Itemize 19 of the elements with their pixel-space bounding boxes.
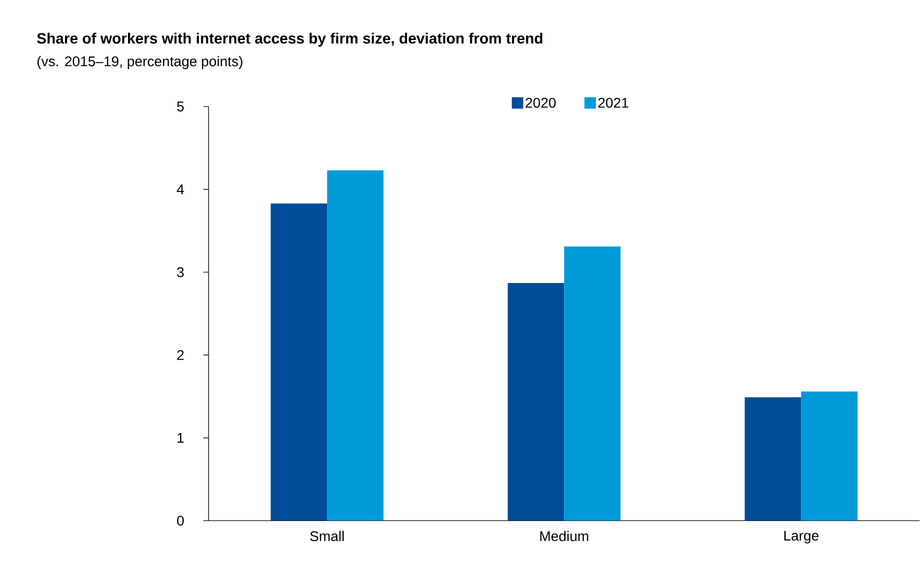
bar — [744, 397, 802, 521]
x-tick-label: Medium — [540, 530, 588, 542]
chart-subtitle: (vs. 2015–19, percentage points) — [37, 56, 242, 69]
bar — [508, 282, 564, 521]
bar — [564, 246, 621, 521]
y-tick-label: 5 — [177, 102, 184, 112]
legend-label: 2020 — [526, 98, 556, 108]
y-tick-label: 1 — [178, 432, 184, 443]
y-tick-label: 0 — [177, 516, 184, 526]
bar — [270, 203, 328, 521]
y-tick-label: 4 — [176, 184, 184, 194]
y-tick-label: 3 — [177, 267, 184, 278]
x-tick-label: Small — [310, 530, 344, 542]
legend-label: 2021 — [598, 98, 628, 108]
bar — [327, 170, 384, 521]
bar — [801, 391, 858, 521]
y-tick-label: 2 — [177, 350, 184, 360]
chart-title: Share of workers with internet access by firm size, deviation from trend — [37, 32, 542, 46]
x-tick-label: Large — [784, 530, 818, 544]
